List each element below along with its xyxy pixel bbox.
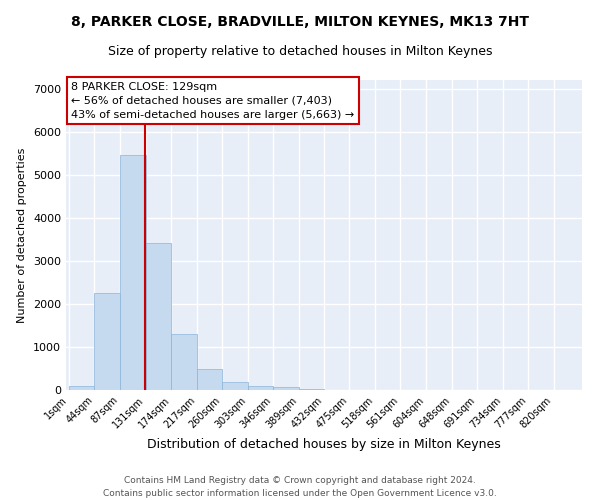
Bar (248, 386, 273, 390)
Y-axis label: Number of detached properties: Number of detached properties (17, 148, 28, 322)
Bar (273, 388, 299, 390)
Bar (299, 388, 324, 390)
Bar (69, 386, 94, 390)
X-axis label: Distribution of detached houses by size in Milton Keynes: Distribution of detached houses by size … (147, 438, 501, 451)
Bar (146, 243, 172, 390)
Bar (94, 293, 120, 390)
Text: Contains HM Land Registry data © Crown copyright and database right 2024.
Contai: Contains HM Land Registry data © Crown c… (103, 476, 497, 498)
Bar (172, 334, 197, 390)
Text: 8, PARKER CLOSE, BRADVILLE, MILTON KEYNES, MK13 7HT: 8, PARKER CLOSE, BRADVILLE, MILTON KEYNE… (71, 15, 529, 29)
Bar (222, 382, 248, 390)
Bar (120, 156, 146, 390)
Bar (197, 370, 222, 390)
Text: Size of property relative to detached houses in Milton Keynes: Size of property relative to detached ho… (108, 45, 492, 58)
Text: 8 PARKER CLOSE: 129sqm
← 56% of detached houses are smaller (7,403)
43% of semi-: 8 PARKER CLOSE: 129sqm ← 56% of detached… (71, 82, 355, 120)
